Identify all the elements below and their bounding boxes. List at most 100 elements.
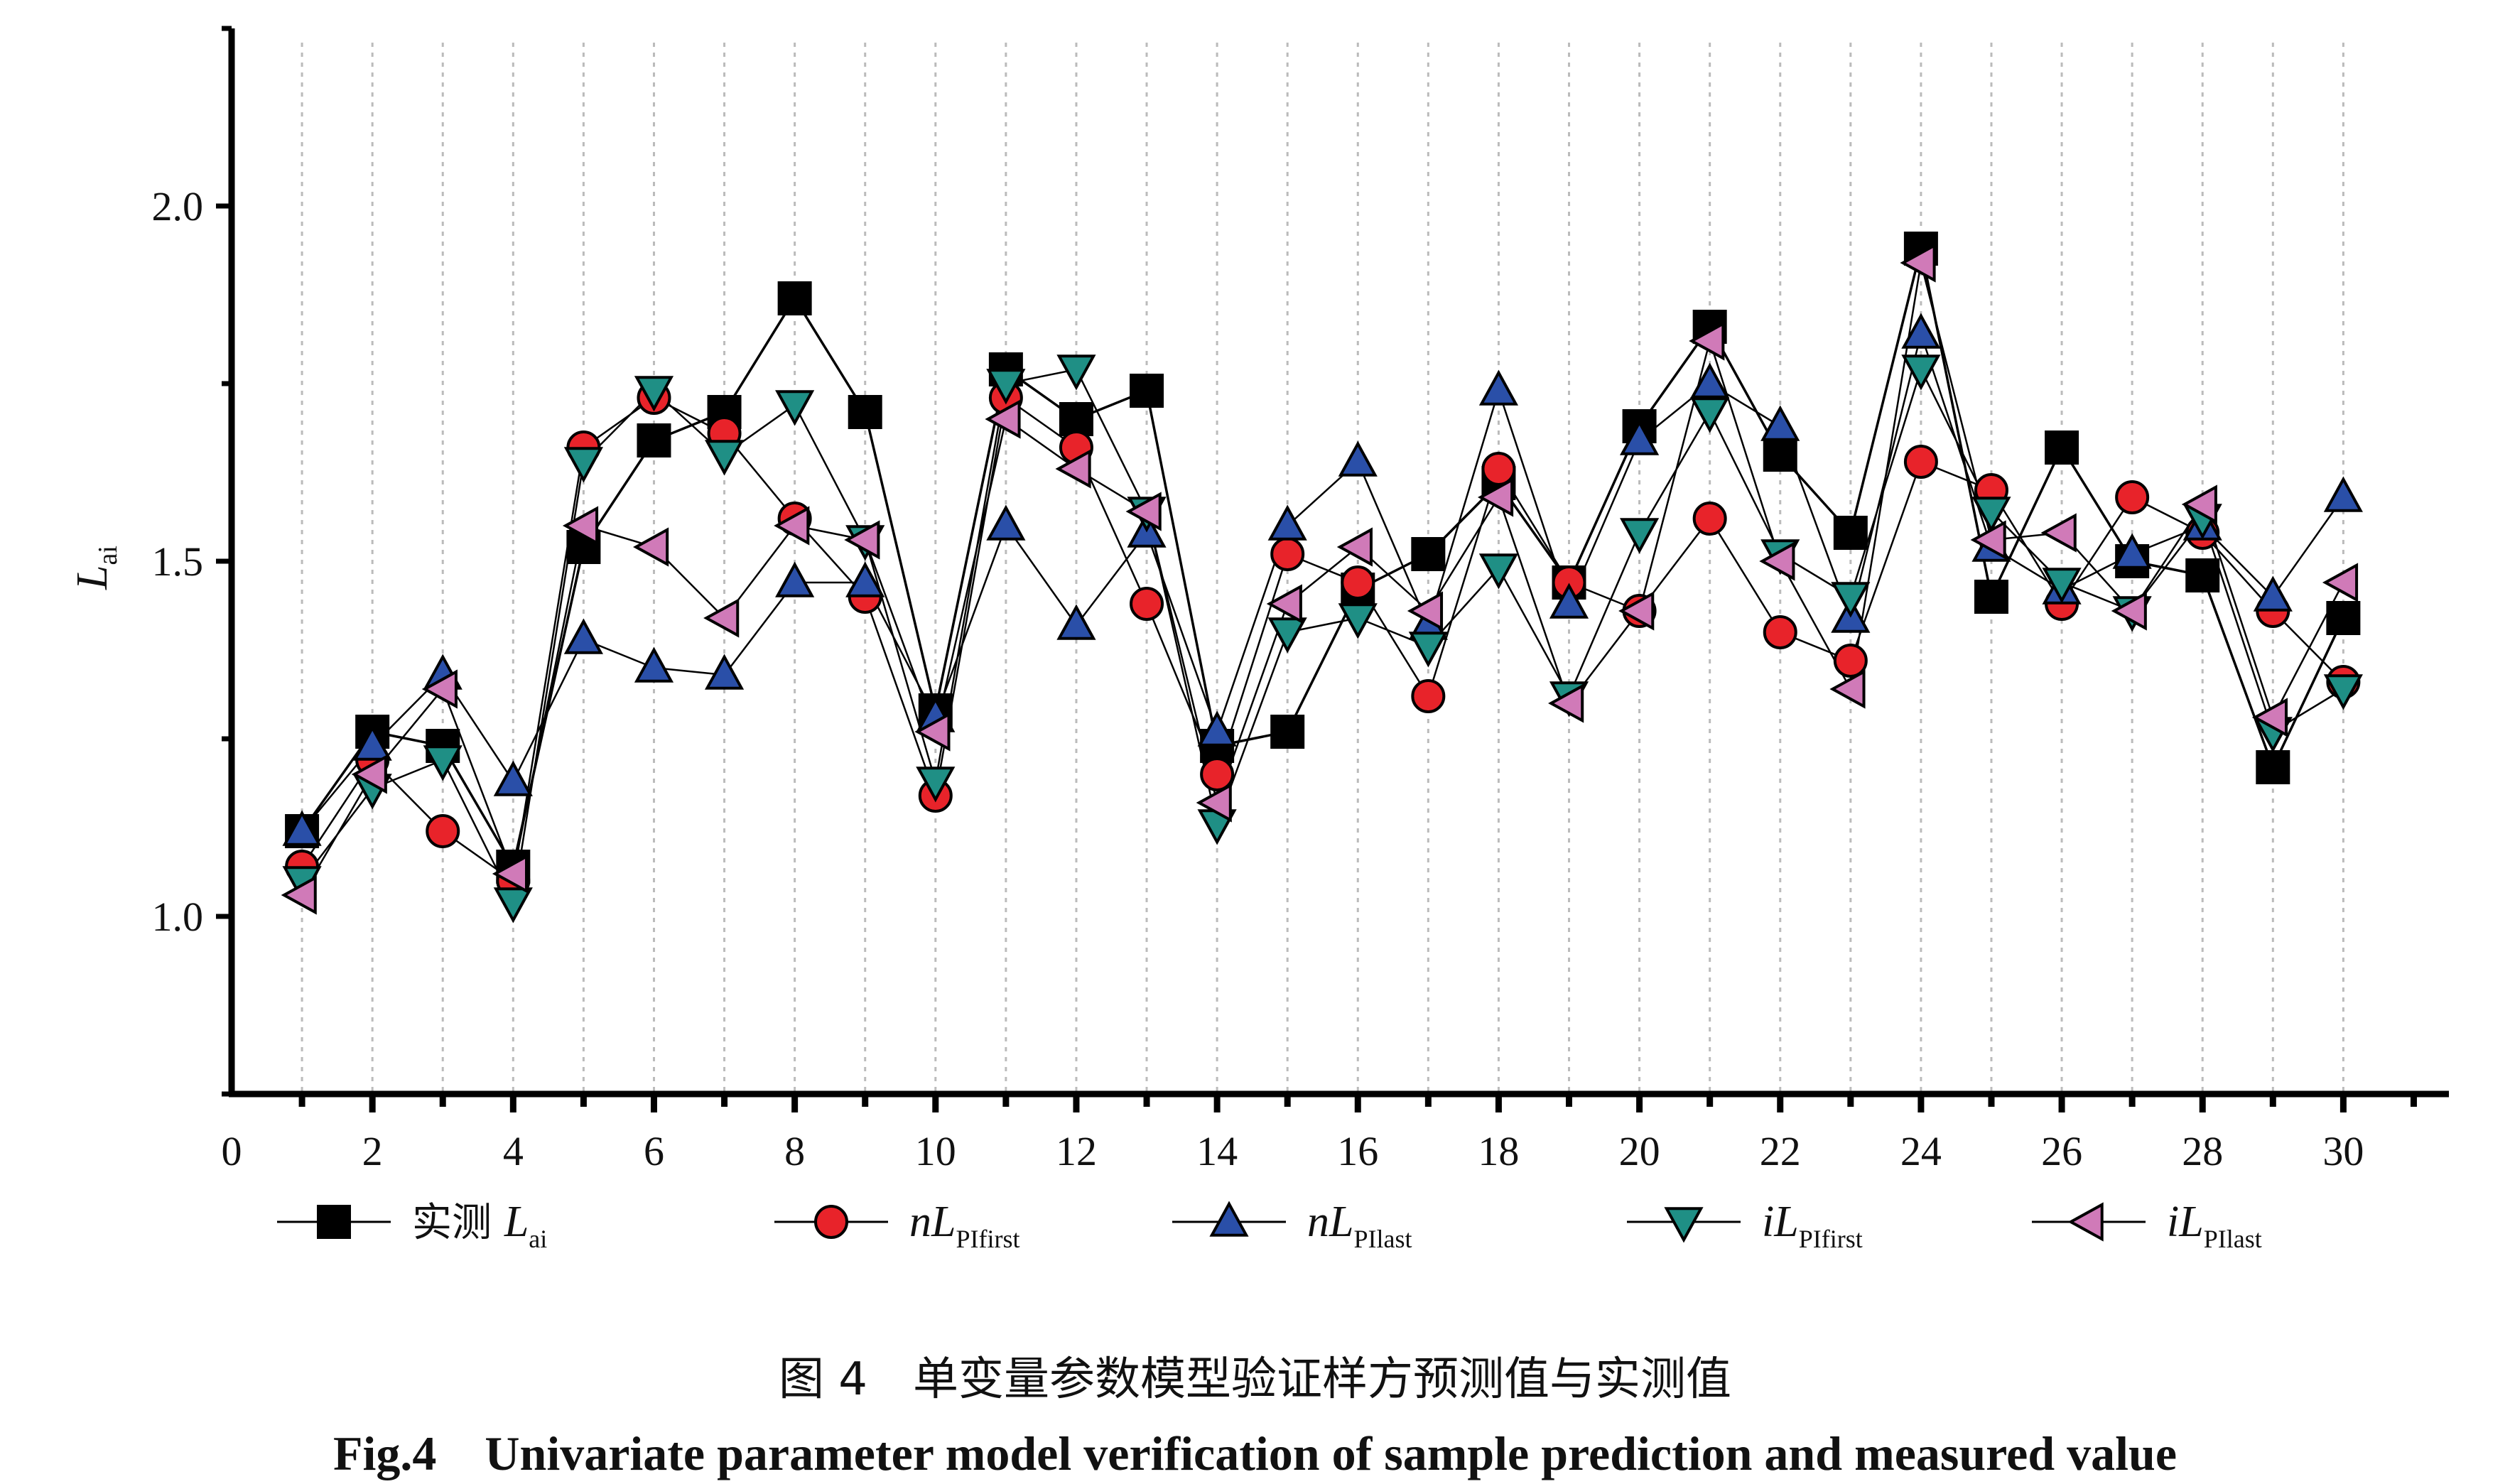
axes <box>216 26 2449 1112</box>
figure-caption-chinese: 图 4 单变量参数模型验证样方预测值与实测值 <box>778 1353 1732 1406</box>
chart: 1.01.52.00 2 4 6 8 10 12 14 16 18 20 22 24 26 28 30 Lai… <box>68 26 2449 1253</box>
data-point-series-0 <box>637 423 671 457</box>
x-tick-label: 12 <box>1056 1128 1097 1174</box>
data-point-series-4 <box>1689 321 1725 361</box>
data-point-series-4 <box>421 669 458 709</box>
data-point-series-1 <box>1270 537 1305 571</box>
x-tick-label: 28 <box>2182 1128 2223 1174</box>
data-point-series-4 <box>492 854 529 894</box>
x-tick-label: 4 <box>503 1128 524 1174</box>
figure-caption-english: Fig.4 Univariate parameter model verific… <box>332 1426 2178 1480</box>
data-point-series-0 <box>1763 438 1797 472</box>
data-point-series-4 <box>1125 492 1162 531</box>
data-point-series-1 <box>1903 445 1938 479</box>
data-point-series-0 <box>1411 537 1446 571</box>
data-point-series-3 <box>704 440 745 476</box>
legend-label: nLPIlast <box>1307 1198 1412 1253</box>
data-point-series-3 <box>1408 632 1448 668</box>
data-point-series-4 <box>1336 527 1373 567</box>
legend-label: nLPIfirst <box>909 1198 1019 1253</box>
x-tick-label: 26 <box>2041 1128 2082 1174</box>
data-point-series-3 <box>2323 674 2363 710</box>
data-point-series-4 <box>1900 243 1936 283</box>
x-tick-label: 20 <box>1619 1128 1660 1174</box>
data-point-series-2 <box>1338 440 1378 477</box>
data-point-series-2 <box>845 561 885 597</box>
x-tick-label: 6 <box>644 1128 664 1174</box>
legend-marker <box>317 1205 351 1239</box>
series-markers <box>281 232 2363 924</box>
x-tick-label: 30 <box>2322 1128 2364 1174</box>
data-point-series-3 <box>493 887 533 924</box>
data-point-series-2 <box>1056 604 1096 640</box>
data-point-series-3 <box>775 390 815 426</box>
legend-label: iLPIfirst <box>1762 1198 1863 1253</box>
data-point-series-4 <box>1829 669 1866 709</box>
data-point-series-3 <box>1267 617 1307 654</box>
data-point-series-1 <box>1763 615 1797 649</box>
data-point-series-2 <box>1760 405 1800 441</box>
data-point-series-4 <box>1477 477 1514 517</box>
data-point-series-2 <box>1267 504 1307 541</box>
y-tick-label: 1.0 <box>152 894 204 940</box>
data-point-series-2 <box>2323 476 2363 512</box>
series-line-0 <box>301 248 2344 870</box>
data-point-series-4 <box>2322 563 2359 602</box>
x-tick-label: 2 <box>362 1128 383 1174</box>
series-line-1 <box>301 396 2344 883</box>
data-point-series-2 <box>1690 362 1730 399</box>
data-point-series-0 <box>1130 374 1164 408</box>
series-line-2 <box>301 330 2344 832</box>
data-point-series-1 <box>426 814 460 848</box>
data-point-series-3 <box>634 376 674 412</box>
data-point-series-2 <box>1901 313 1941 349</box>
data-point-series-1 <box>2115 480 2150 514</box>
data-point-series-4 <box>281 875 317 915</box>
data-point-series-2 <box>282 810 322 846</box>
data-point-series-3 <box>423 745 462 781</box>
data-point-series-4 <box>914 712 951 752</box>
data-point-series-4 <box>1970 520 2006 560</box>
legend: 实测 Lai nLPIfirst nLPIlast iLPIfirst iLPIlast <box>277 1198 2262 1253</box>
x-tick-label: 24 <box>1900 1128 1942 1174</box>
data-point-series-1 <box>1200 757 1235 791</box>
data-point-series-4 <box>985 399 1021 439</box>
data-point-series-3 <box>1338 603 1378 639</box>
legend-marker <box>2067 1202 2104 1242</box>
data-point-series-4 <box>2251 698 2288 737</box>
x-tick-label: 14 <box>1196 1128 1238 1174</box>
data-point-series-2 <box>1197 710 1237 747</box>
data-point-series-0 <box>2185 558 2220 592</box>
data-point-series-4 <box>1759 541 1795 581</box>
data-point-series-0 <box>777 281 812 315</box>
data-point-series-4 <box>2040 513 2077 553</box>
data-point-series-4 <box>2111 591 2147 631</box>
data-point-series-3 <box>1831 582 1871 618</box>
data-point-series-0 <box>2045 430 2079 465</box>
data-point-series-4 <box>1407 591 1444 631</box>
data-point-series-0 <box>1270 715 1305 749</box>
legend-label: 实测 Lai <box>412 1198 547 1253</box>
data-point-series-3 <box>916 767 956 803</box>
data-point-series-1 <box>1341 565 1375 600</box>
data-point-series-2 <box>775 561 815 597</box>
data-point-series-3 <box>1056 354 1096 391</box>
data-point-series-3 <box>1620 518 1660 554</box>
data-point-series-3 <box>1971 497 2011 533</box>
data-point-series-4 <box>351 754 387 794</box>
x-tick-label: 22 <box>1760 1128 1801 1174</box>
data-point-series-0 <box>2256 750 2290 784</box>
data-point-series-4 <box>1266 584 1302 624</box>
data-point-series-1 <box>1481 452 1516 486</box>
data-point-series-3 <box>2042 568 2082 604</box>
data-point-series-3 <box>986 369 1026 405</box>
data-point-series-2 <box>1549 583 1589 619</box>
x-tick-label: 18 <box>1478 1128 1519 1174</box>
data-point-series-1 <box>1692 502 1727 536</box>
data-point-series-2 <box>2253 575 2293 612</box>
data-point-series-2 <box>634 646 674 683</box>
x-tick-label: 16 <box>1337 1128 1378 1174</box>
data-point-series-3 <box>1901 354 1941 391</box>
data-point-series-0 <box>1833 516 1868 550</box>
tick-labels: 1.01.52.00 2 4 6 8 10 12 14 16 18 20 22 24 26 28 30 <box>152 183 2364 1174</box>
